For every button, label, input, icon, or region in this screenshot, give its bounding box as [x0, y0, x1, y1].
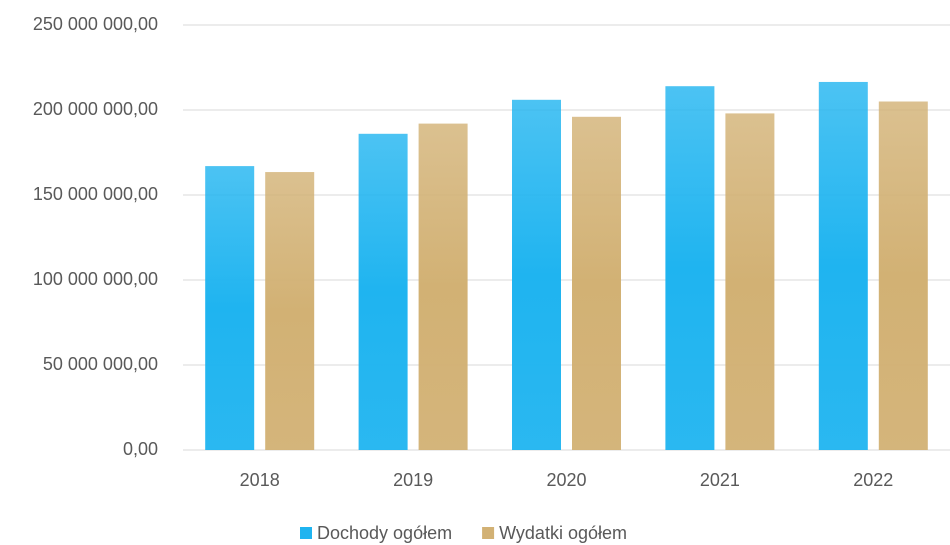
y-tick-label: 150 000 000,00 — [33, 184, 158, 204]
y-tick-label: 0,00 — [123, 439, 158, 459]
bar — [512, 99, 561, 451]
bar — [665, 86, 715, 450]
x-tick-label: 2018 — [240, 470, 280, 490]
bar — [572, 116, 621, 451]
bar — [265, 172, 315, 451]
legend-swatch — [482, 527, 495, 539]
y-tick-label: 250 000 000,00 — [33, 14, 158, 34]
bar — [205, 166, 255, 450]
legend-label: Dochody ogółem — [317, 523, 452, 543]
x-tick-label: 2021 — [700, 470, 740, 490]
legend-label: Wydatki ogółem — [499, 523, 627, 543]
legend-swatch — [300, 527, 312, 539]
x-tick-label: 2019 — [393, 470, 433, 490]
x-tick-label: 2022 — [853, 470, 893, 490]
x-tick-label: 2020 — [546, 470, 586, 490]
bar — [725, 113, 775, 451]
legend: Dochody ogółem Wydatki ogółem — [300, 523, 627, 543]
bar — [418, 123, 468, 450]
bar — [358, 133, 408, 451]
bar — [818, 81, 868, 450]
y-tick-label: 200 000 000,00 — [33, 99, 158, 119]
y-tick-label: 50 000 000,00 — [43, 354, 158, 374]
y-tick-label: 100 000 000,00 — [33, 269, 158, 289]
bar — [878, 101, 928, 450]
